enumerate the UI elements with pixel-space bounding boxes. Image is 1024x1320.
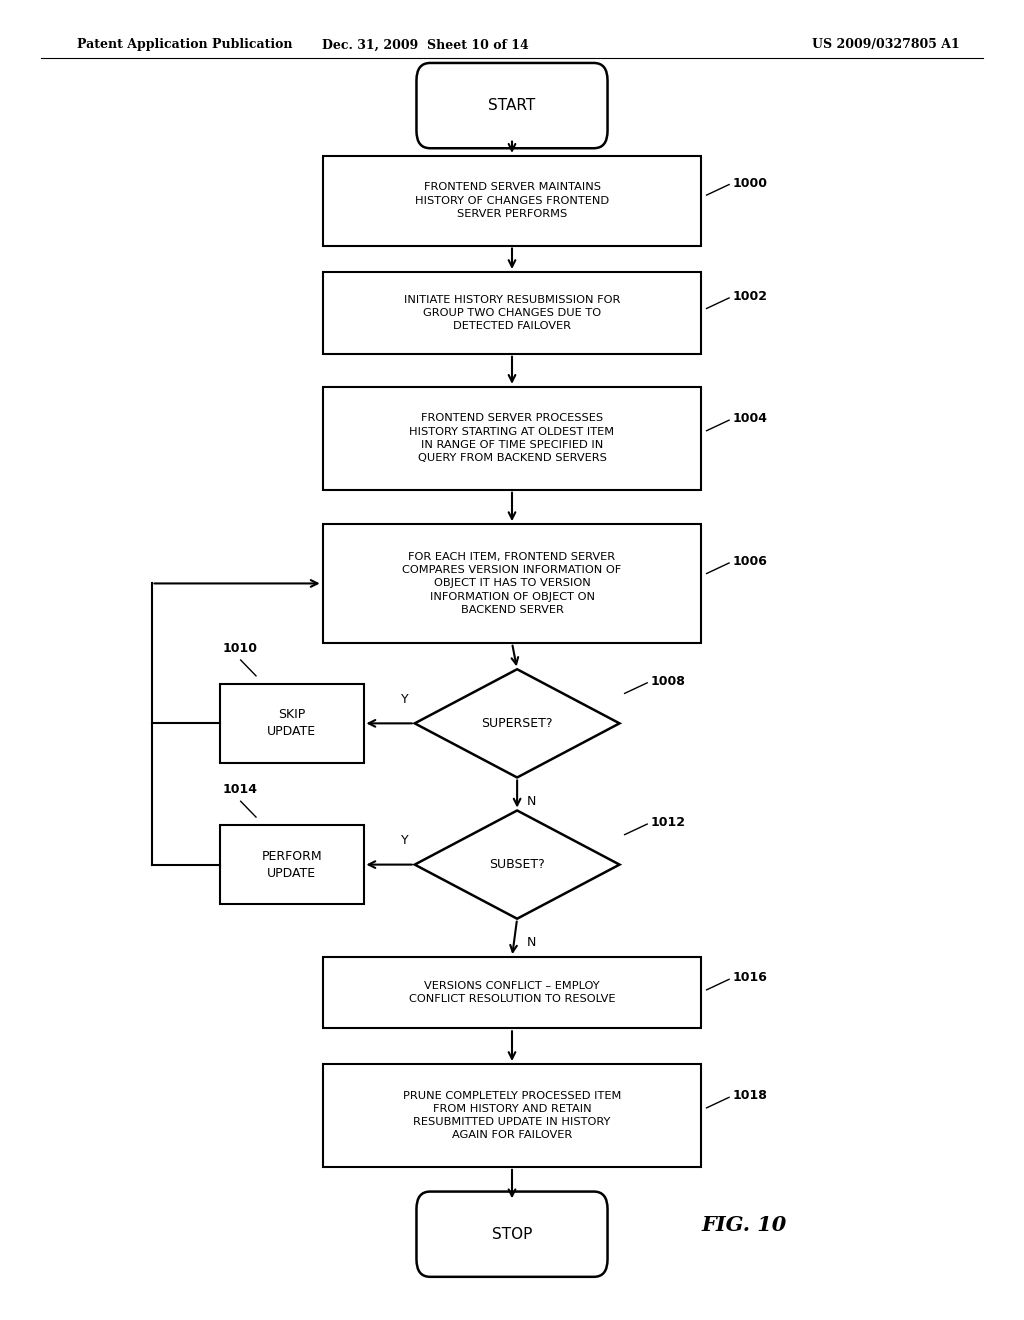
Text: SUPERSET?: SUPERSET? (481, 717, 553, 730)
Text: 1004: 1004 (732, 412, 767, 425)
Text: FOR EACH ITEM, FRONTEND SERVER
COMPARES VERSION INFORMATION OF
OBJECT IT HAS TO : FOR EACH ITEM, FRONTEND SERVER COMPARES … (402, 552, 622, 615)
Text: N: N (526, 936, 537, 949)
Text: 1006: 1006 (732, 556, 767, 568)
Text: FRONTEND SERVER PROCESSES
HISTORY STARTING AT OLDEST ITEM
IN RANGE OF TIME SPECI: FRONTEND SERVER PROCESSES HISTORY STARTI… (410, 413, 614, 463)
Text: Y: Y (400, 834, 409, 847)
Text: FRONTEND SERVER MAINTAINS
HISTORY OF CHANGES FRONTEND
SERVER PERFORMS: FRONTEND SERVER MAINTAINS HISTORY OF CHA… (415, 182, 609, 219)
Text: FIG. 10: FIG. 10 (701, 1214, 786, 1236)
Text: PRUNE COMPLETELY PROCESSED ITEM
FROM HISTORY AND RETAIN
RESUBMITTED UPDATE IN HI: PRUNE COMPLETELY PROCESSED ITEM FROM HIS… (402, 1090, 622, 1140)
Text: Patent Application Publication: Patent Application Publication (77, 38, 292, 51)
Text: PERFORM
UPDATE: PERFORM UPDATE (261, 850, 323, 879)
Text: 1000: 1000 (732, 177, 767, 190)
FancyBboxPatch shape (417, 1192, 607, 1276)
FancyBboxPatch shape (417, 63, 607, 148)
Text: 1016: 1016 (732, 972, 767, 985)
Polygon shape (415, 669, 620, 777)
Text: 1018: 1018 (732, 1089, 767, 1102)
Text: START: START (488, 98, 536, 114)
Text: STOP: STOP (492, 1226, 532, 1242)
Text: Dec. 31, 2009  Sheet 10 of 14: Dec. 31, 2009 Sheet 10 of 14 (322, 38, 528, 51)
Polygon shape (415, 810, 620, 919)
Text: SKIP
UPDATE: SKIP UPDATE (267, 709, 316, 738)
Bar (323, 156, 701, 246)
Bar (220, 684, 364, 763)
Bar (323, 957, 701, 1028)
Text: N: N (526, 795, 537, 808)
Text: 1002: 1002 (732, 290, 767, 304)
Text: INITIATE HISTORY RESUBMISSION FOR
GROUP TWO CHANGES DUE TO
DETECTED FAILOVER: INITIATE HISTORY RESUBMISSION FOR GROUP … (403, 294, 621, 331)
Text: Y: Y (400, 693, 409, 706)
Text: VERSIONS CONFLICT – EMPLOY
CONFLICT RESOLUTION TO RESOLVE: VERSIONS CONFLICT – EMPLOY CONFLICT RESO… (409, 981, 615, 1005)
Text: 1012: 1012 (650, 816, 685, 829)
Text: SUBSET?: SUBSET? (489, 858, 545, 871)
Bar (323, 524, 701, 643)
Bar (323, 1064, 701, 1167)
Bar (220, 825, 364, 904)
Text: 1014: 1014 (222, 783, 257, 796)
Text: US 2009/0327805 A1: US 2009/0327805 A1 (812, 38, 959, 51)
Text: 1008: 1008 (650, 675, 685, 688)
Text: 1010: 1010 (222, 642, 257, 655)
Bar (323, 272, 701, 354)
Bar (323, 387, 701, 490)
